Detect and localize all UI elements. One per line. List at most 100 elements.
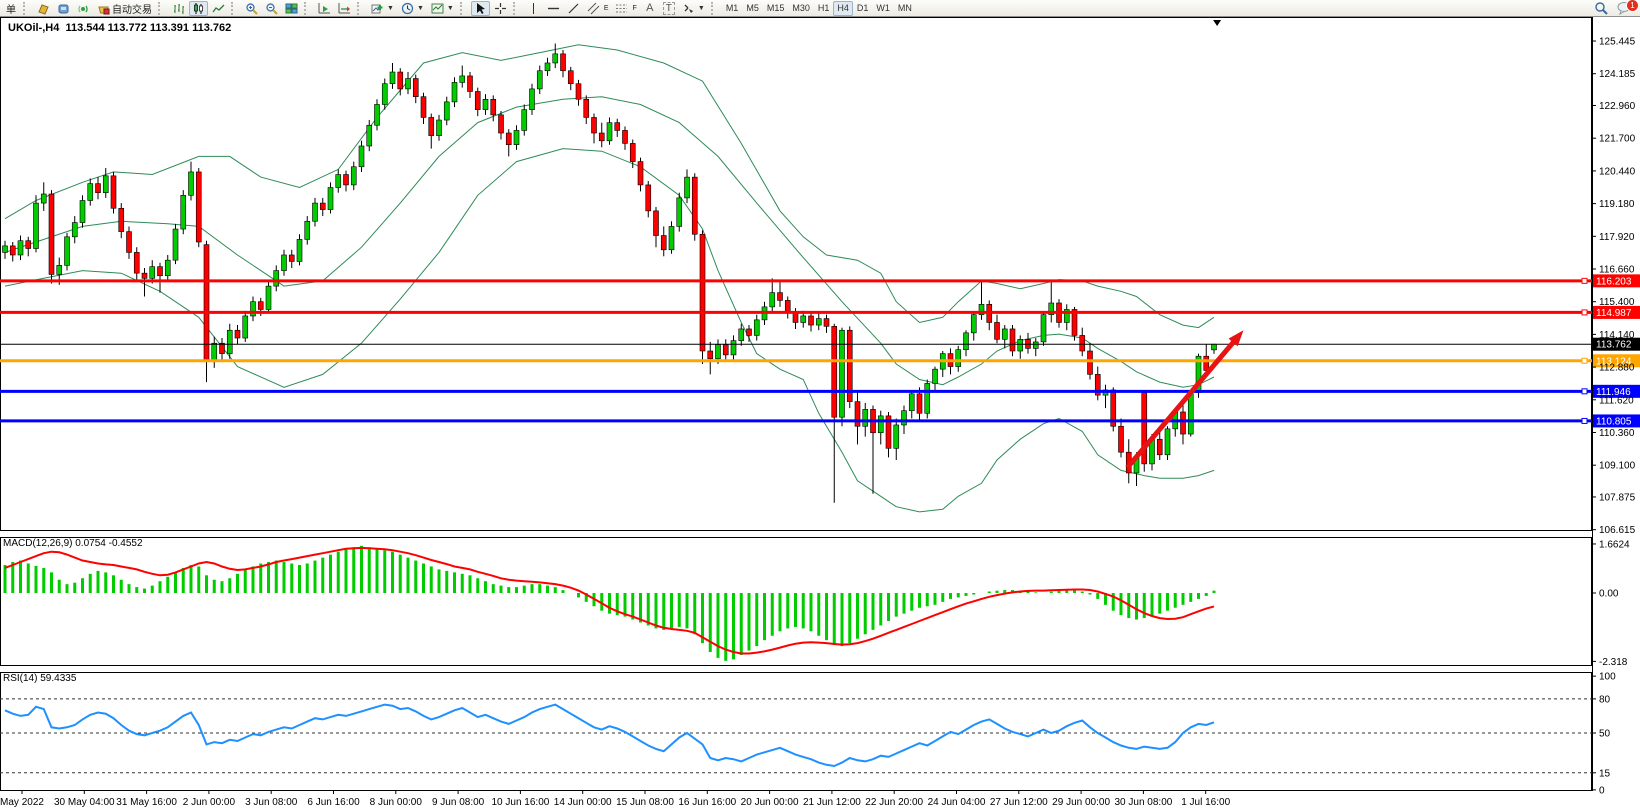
timeframe-button-H4[interactable]: H4: [833, 0, 853, 16]
trendline-tool[interactable]: [564, 1, 583, 16]
candle-bear: [467, 75, 473, 92]
candle-bull: [87, 183, 94, 201]
hline-objects[interactable]: 116.203 114.987 113.762 113.124 111.946 110.8…: [0, 274, 1640, 428]
candle-bull: [64, 236, 70, 266]
hline-handle[interactable]: [1581, 357, 1588, 364]
timeframe-button-M1[interactable]: M1: [725, 3, 739, 13]
candle-bull: [443, 101, 450, 121]
trend-arrow-head[interactable]: [1228, 330, 1244, 347]
candle-bull: [815, 318, 822, 326]
candle-bull: [389, 71, 396, 85]
candle-bear: [1009, 328, 1016, 352]
signals-icon[interactable]: [74, 1, 93, 16]
candle-bull: [1164, 428, 1171, 456]
candle-bull: [350, 166, 357, 186]
cursor-tool[interactable]: [470, 0, 490, 16]
chart-canvas[interactable]: 116.203 114.987 113.762 113.124 111.946 110.8…: [0, 17, 1640, 810]
hline-handle[interactable]: [1581, 277, 1588, 284]
hline-handle[interactable]: [1581, 309, 1588, 316]
candle-bull: [1001, 328, 1008, 340]
new-order-button[interactable]: 单: [2, 1, 20, 16]
macd-signal-line: [4, 546, 1215, 655]
time-tick-label: 30 May 04:00: [54, 797, 115, 808]
trend-arrow-shaft[interactable]: [1125, 334, 1241, 470]
timeframe-button-M15[interactable]: M15: [766, 3, 785, 13]
candle-bull: [924, 383, 931, 414]
templates-button[interactable]: ▼: [428, 1, 457, 16]
timeframe-button-D1[interactable]: D1: [856, 3, 869, 13]
price-tick-label: 117.920: [1599, 232, 1635, 243]
candle-bull: [544, 62, 551, 72]
chat-badge: 1: [1626, 0, 1639, 12]
search-icon[interactable]: [1591, 1, 1611, 16]
candle-bull: [730, 340, 737, 356]
time-tick-label: 1 Jul 16:00: [1181, 797, 1230, 808]
candle-bear: [691, 176, 698, 235]
toolbar-grip: [158, 1, 166, 15]
candlestick-chart-icon[interactable]: [189, 0, 208, 16]
candle-bear: [575, 83, 582, 100]
timeframe-button-M5[interactable]: M5: [746, 3, 759, 13]
macd-tick-label: 1.6624: [1599, 539, 1630, 550]
zoom-in-icon[interactable]: [242, 1, 261, 16]
candle-bull: [102, 175, 109, 194]
trend-arrow[interactable]: [1125, 330, 1244, 470]
timeframe-button-M30[interactable]: M30: [792, 3, 810, 13]
chart-area[interactable]: 116.203 114.987 113.762 113.124 111.946 110.8…: [0, 17, 1640, 810]
horizontal-line-tool[interactable]: [544, 1, 563, 16]
price-flag-label: 110.805: [1596, 416, 1632, 427]
tile-windows-icon[interactable]: [282, 1, 301, 16]
crosshair-tool[interactable]: [491, 1, 510, 16]
price-flag: [1593, 384, 1640, 398]
add-indicator-button[interactable]: ▼: [368, 1, 397, 16]
hline-handle[interactable]: [1581, 417, 1588, 424]
candle-bull: [606, 122, 613, 142]
arrows-tool[interactable]: ▼: [679, 1, 708, 16]
text-label-tool[interactable]: T: [660, 1, 678, 16]
bar-chart-icon[interactable]: [169, 1, 188, 16]
fibonacci-tool[interactable]: F: [612, 1, 639, 16]
chat-icon[interactable]: 1: [1614, 0, 1639, 16]
time-tick-label: 15 Jun 08:00: [616, 797, 674, 808]
candle-bear: [1156, 438, 1163, 456]
dropdown-caret: ▼: [446, 4, 454, 12]
vertical-line-tool[interactable]: [524, 1, 543, 16]
chart-shift-icon[interactable]: [335, 1, 354, 16]
toolbar-grip: [23, 1, 31, 15]
candle-bull: [164, 259, 171, 277]
hline-handle[interactable]: [1581, 388, 1588, 395]
timeframe-button-H1[interactable]: H1: [817, 3, 830, 13]
price-tick-label: 119.180: [1599, 199, 1635, 210]
candle-bull: [17, 240, 24, 256]
channel-tool[interactable]: E: [584, 1, 612, 16]
time-tick-label: 14 Jun 00:00: [554, 797, 612, 808]
candle-bear: [707, 350, 714, 360]
autotrading-button[interactable]: 自动交易: [94, 1, 155, 16]
marker-icon[interactable]: [34, 1, 53, 16]
candle-bear: [428, 117, 435, 136]
candle-bear: [746, 328, 752, 336]
line-chart-icon[interactable]: [209, 1, 228, 16]
candle-bull: [451, 82, 458, 103]
dropdown-caret: ▼: [416, 4, 424, 12]
periods-button[interactable]: ▼: [398, 1, 427, 16]
chart-shift-marker[interactable]: [1213, 20, 1222, 26]
market-watch-icon[interactable]: [54, 1, 73, 16]
candle-bear: [95, 183, 101, 194]
candle-bull: [281, 254, 287, 271]
zoom-out-icon[interactable]: [262, 1, 281, 16]
rsi-tick-label: 100: [1599, 672, 1616, 683]
vertical-line-icon: [532, 2, 534, 14]
text-tool-letter: A: [646, 2, 654, 14]
text-tool[interactable]: A: [641, 1, 659, 16]
candle-bull: [79, 200, 86, 223]
auto-scroll-icon[interactable]: [315, 1, 334, 16]
candle-bear: [203, 244, 210, 361]
timeframe-button-W1[interactable]: W1: [876, 3, 890, 13]
rsi-panel: 100 80 50 15 0: [0, 672, 1616, 796]
candle-bull: [1017, 339, 1024, 352]
timeframe-button-MN[interactable]: MN: [897, 3, 912, 13]
price-tick-label: 125.445: [1599, 37, 1636, 48]
macd-tick-label: 0.00: [1599, 589, 1619, 600]
dropdown-caret: ▼: [697, 4, 705, 12]
